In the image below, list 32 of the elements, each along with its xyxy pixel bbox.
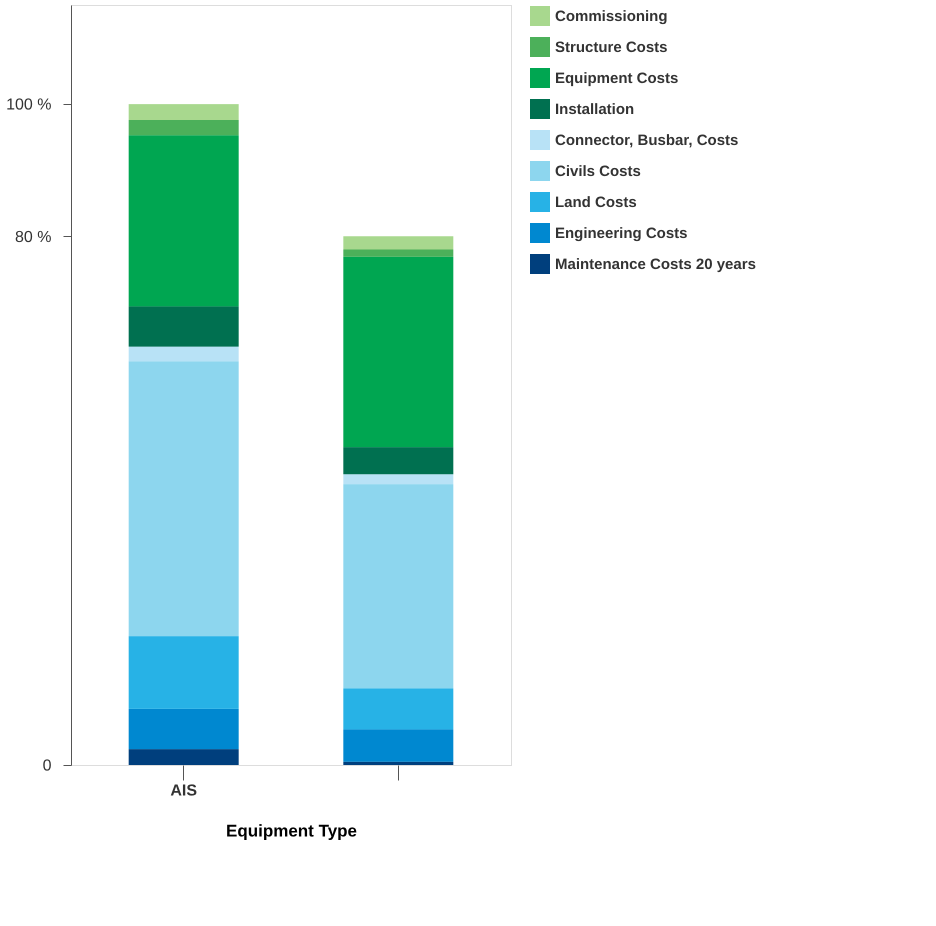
legend-label: Maintenance Costs 20 years	[555, 256, 756, 273]
bar	[128, 346, 239, 362]
bar	[343, 474, 454, 484]
bar	[343, 762, 454, 765]
legend-label: Engineering Costs	[555, 225, 688, 242]
legend-label: Equipment Costs	[555, 70, 678, 87]
bar	[128, 708, 239, 750]
y-tick-label: 0	[42, 758, 52, 774]
bar	[343, 729, 454, 762]
legend-label: Commissioning	[555, 8, 668, 25]
bar	[128, 120, 239, 136]
bar	[128, 749, 239, 765]
bar	[343, 447, 454, 474]
y-tick-label: 100 %	[6, 96, 52, 114]
bar	[343, 250, 454, 257]
bar	[128, 306, 239, 347]
x-tick-label: AIS	[170, 782, 198, 800]
bar	[343, 484, 454, 688]
x-axis-title: Equipment Type	[226, 822, 357, 840]
bar	[128, 135, 239, 306]
bar	[343, 256, 454, 448]
bar	[128, 104, 239, 120]
bar	[343, 688, 454, 730]
legend-label: Connector, Busbar, Costs	[555, 132, 738, 149]
legend-label: Installation	[555, 101, 634, 118]
legend-label: Structure Costs	[555, 39, 668, 56]
bar	[128, 636, 239, 709]
bar	[343, 236, 454, 250]
bar	[128, 361, 239, 636]
legend-label: Land Costs	[555, 194, 637, 211]
legend-label: Civils Costs	[555, 163, 641, 180]
y-tick-label: 80 %	[15, 228, 52, 246]
